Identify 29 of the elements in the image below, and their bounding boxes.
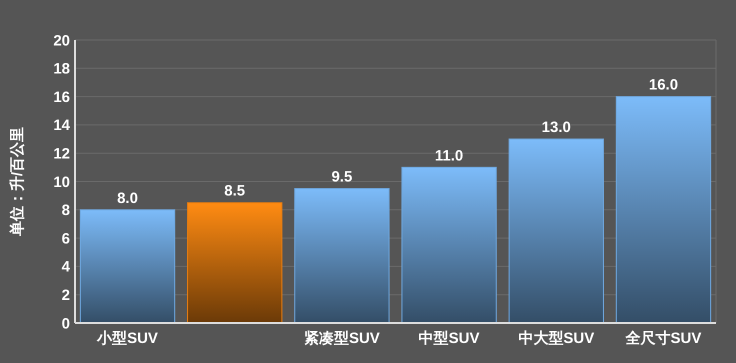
y-tick-label: 10: [53, 174, 70, 191]
bar: [401, 166, 497, 324]
x-tick-label: 小型SUV: [96, 330, 158, 347]
y-tick-label: 8: [62, 202, 70, 220]
data-label: 13.0: [542, 119, 571, 136]
y-tick-label: 4: [62, 258, 71, 276]
data-label: 9.5: [331, 168, 352, 186]
x-tick-label: 全尺寸SUV: [624, 330, 702, 347]
bar: [294, 188, 390, 324]
y-tick-label: 20: [53, 32, 70, 50]
x-tick-label: 中大型SUV: [518, 330, 594, 347]
y-tick-label: 16: [53, 88, 70, 106]
data-label: 11.0: [434, 147, 464, 164]
data-label: 8.5: [224, 182, 246, 200]
y-tick-label: 18: [53, 60, 70, 78]
y-tick-label: 2: [62, 286, 70, 304]
bar: [616, 96, 712, 324]
y-tick-label: 6: [62, 230, 70, 248]
data-label: 8.0: [117, 190, 138, 207]
x-tick-label: 紧凑型SUV: [304, 330, 380, 347]
y-tick-label: 14: [53, 117, 71, 134]
data-label: 16.0: [648, 76, 678, 94]
bar: [80, 209, 176, 324]
bar: [508, 138, 604, 324]
bar: [187, 202, 282, 324]
x-tick-label: 中型SUV: [418, 330, 480, 347]
y-tick-label: 0: [62, 315, 70, 332]
y-tick-label: 12: [53, 145, 70, 162]
y-axis-title: 单位：升/百公里: [9, 126, 26, 238]
